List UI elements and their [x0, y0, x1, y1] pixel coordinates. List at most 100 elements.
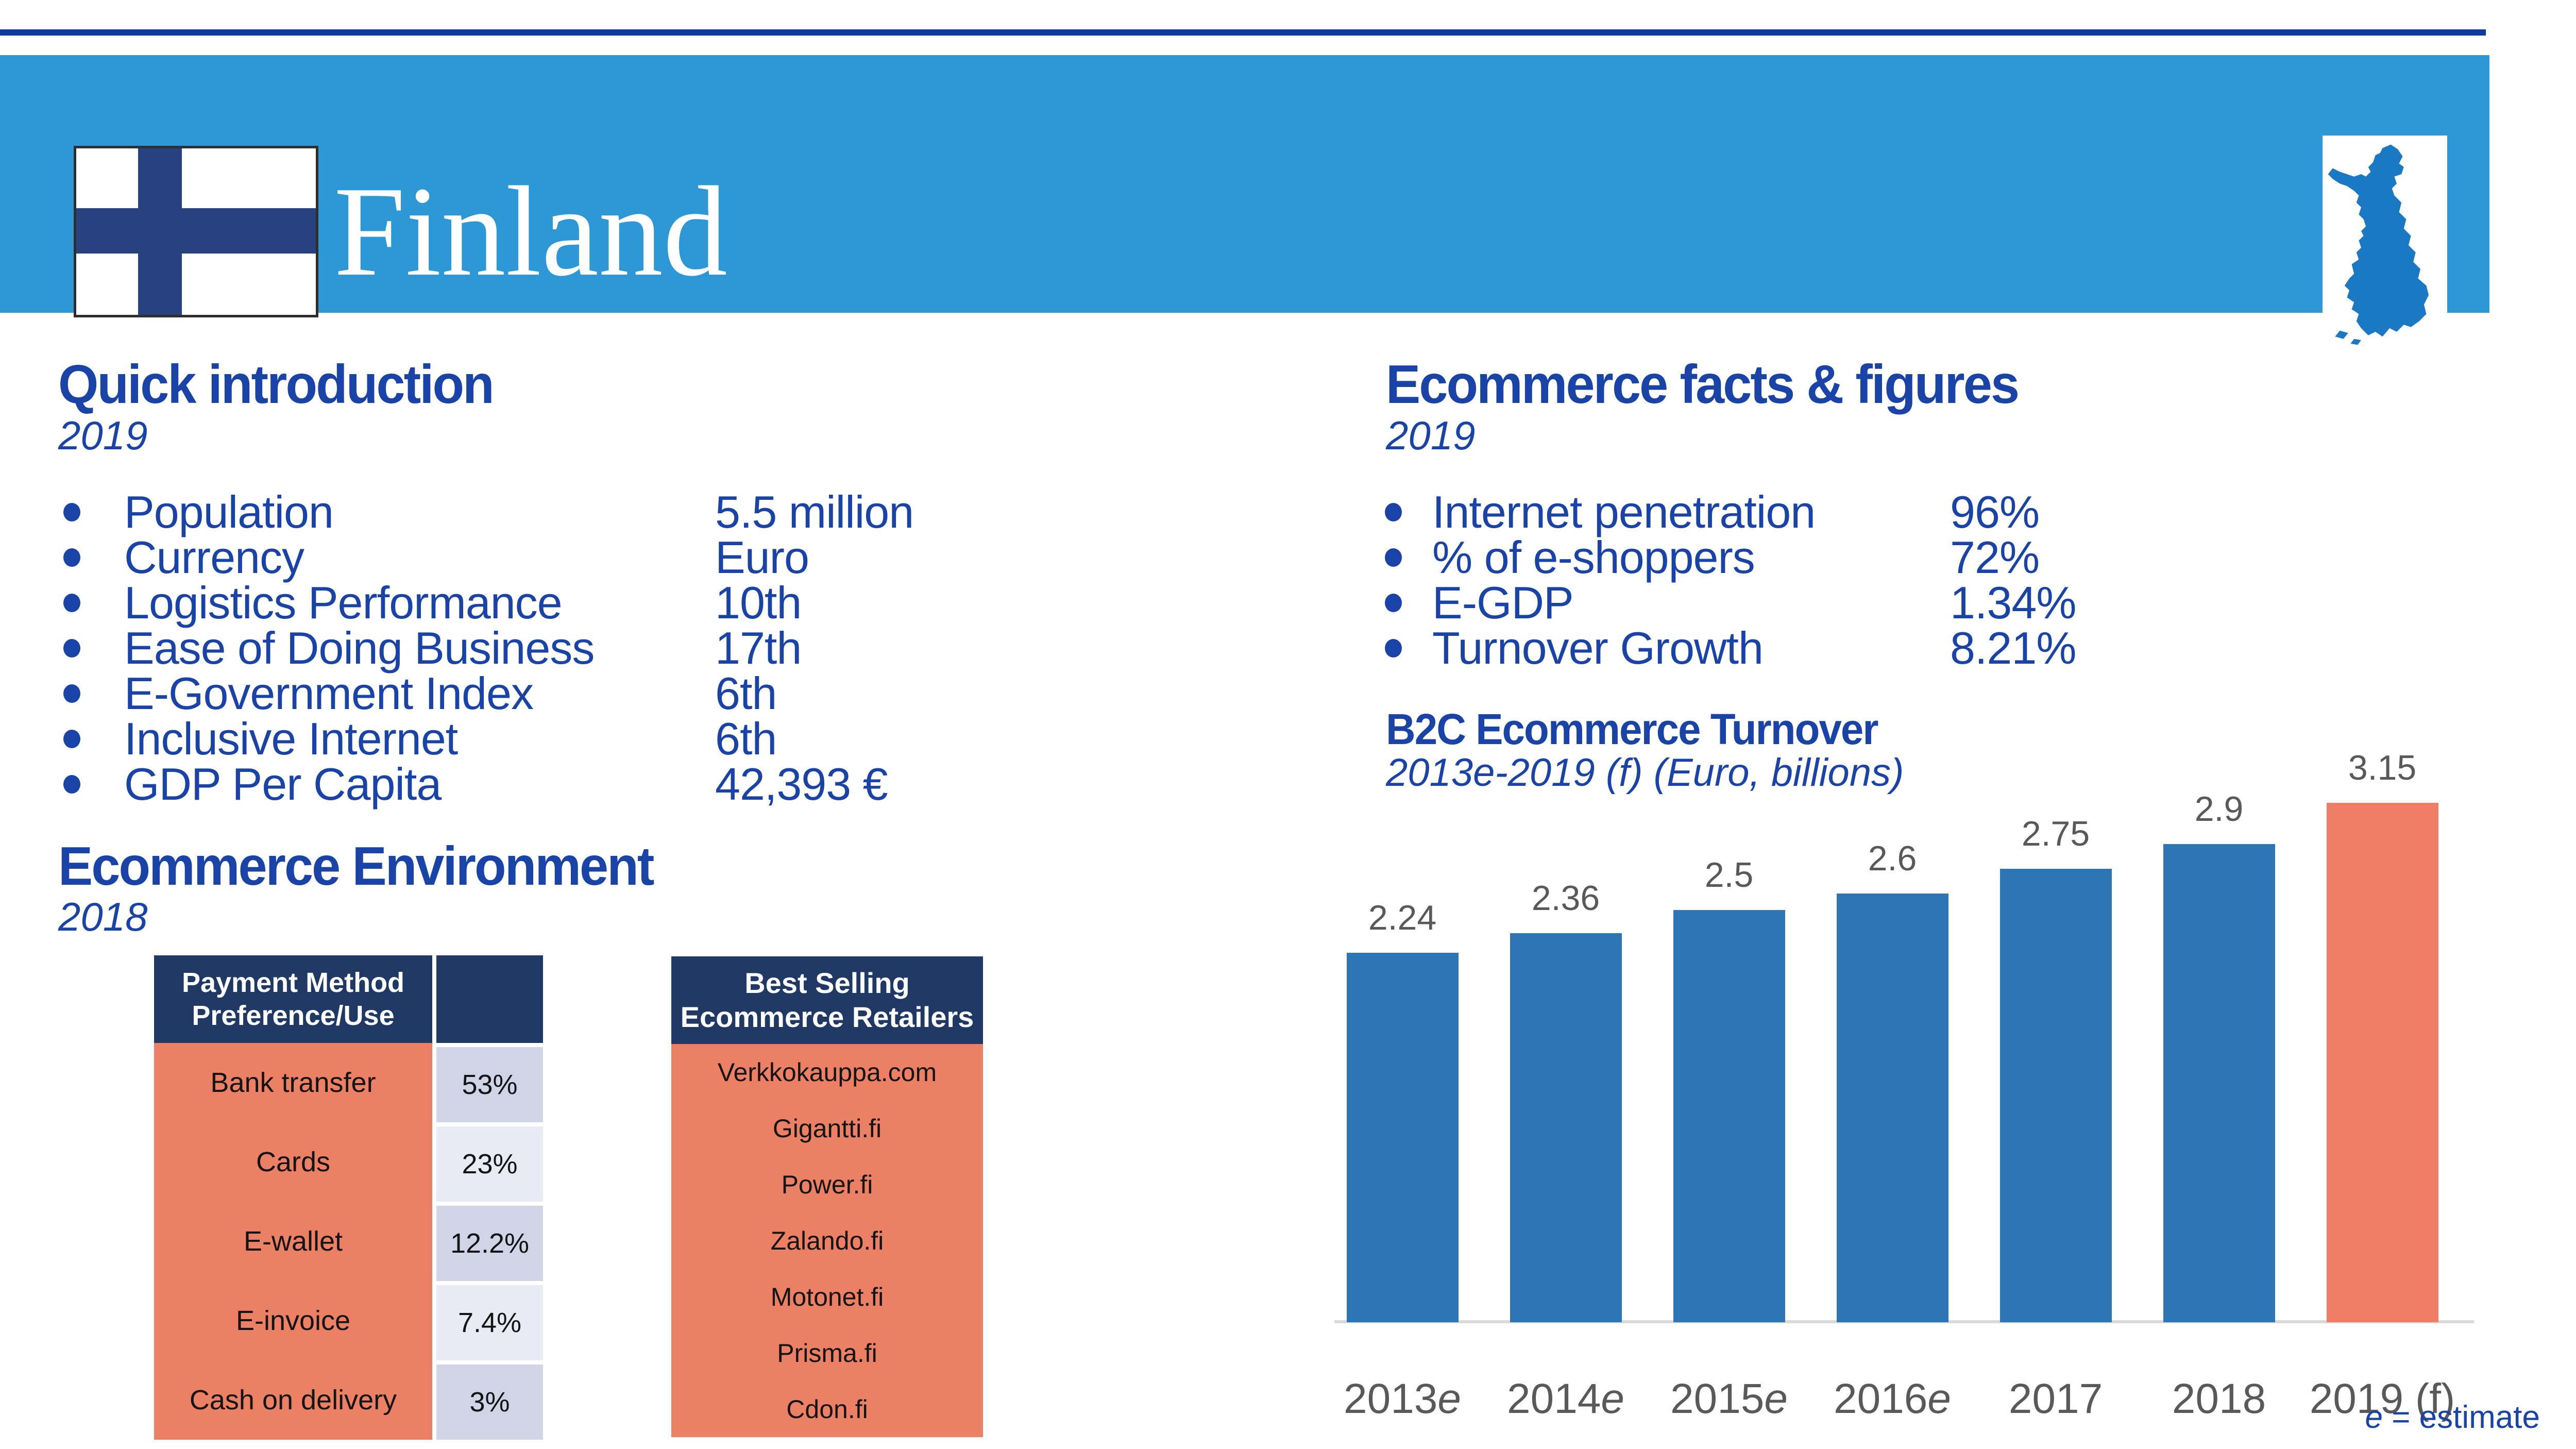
estimate-text: = estimate — [2383, 1400, 2540, 1435]
bullet-icon — [1385, 594, 1402, 612]
bar-value-label: 2.9 — [2194, 789, 2244, 829]
list-item-label: Internet penetration — [1432, 486, 1816, 537]
payment-method-label: Bank transfer — [210, 1067, 376, 1098]
bar-value-label: 2.75 — [2021, 814, 2090, 853]
cell-divider — [436, 1043, 543, 1047]
bullet-icon — [1385, 503, 1402, 521]
payment-method-label: E-wallet — [243, 1226, 343, 1257]
list-item-value: 6th — [715, 668, 777, 719]
bar-value-label: 2.6 — [1868, 839, 1917, 878]
chart-bar — [1346, 953, 1459, 1322]
list-item: Population 5.5 million — [58, 490, 986, 535]
facts-year: 2019 — [1386, 413, 1476, 458]
retailer-item: Motonet.fi — [770, 1282, 884, 1311]
list-item: % of e-shoppers 72% — [1380, 535, 2513, 580]
list-item-label: GDP Per Capita — [124, 759, 442, 810]
list-item: Internet penetration 96% — [1380, 490, 2513, 535]
list-item: GDP Per Capita 42,393 € — [58, 762, 986, 807]
x-axis-label: 2019 (f) — [2309, 1375, 2455, 1422]
list-item-value: 96% — [1950, 486, 2040, 537]
page-title: Finland — [334, 160, 727, 303]
retailer-item: Prisma.fi — [777, 1338, 877, 1368]
list-item-value: 72% — [1950, 532, 2040, 583]
table-column-divider — [432, 955, 436, 1440]
bullet-icon — [63, 775, 80, 794]
bullet-icon — [1385, 639, 1402, 658]
list-item-label: Currency — [124, 532, 304, 583]
retailers-table: Best Selling Ecommerce Retailers Verkkok… — [671, 956, 983, 1437]
retailer-item: Power.fi — [781, 1170, 873, 1199]
facts-list: Internet penetration 96%% of e-shoppers 72… — [1380, 490, 2513, 671]
chart-bar — [1999, 869, 2112, 1322]
retailer-item: Cdon.fi — [786, 1394, 868, 1424]
payment-method-value: 23% — [436, 1126, 543, 1202]
x-axis-label: 2016e — [1833, 1375, 1952, 1422]
flag-cross-horizontal — [76, 208, 316, 254]
bullet-icon — [1385, 548, 1402, 567]
chart-bar — [1836, 894, 1948, 1322]
retailer-item: Gigantti.fi — [772, 1114, 882, 1143]
payment-table-header: Payment Method Preference/Use — [154, 955, 432, 1043]
chart-bar — [1673, 910, 1785, 1322]
payment-method-value: 7.4% — [436, 1285, 543, 1360]
list-item: E-Government Index 6th — [58, 671, 986, 716]
bar-value-label: 2.5 — [1704, 855, 1754, 895]
retailer-item: Zalando.fi — [770, 1226, 884, 1255]
payment-label-column: Bank transfer Cards E-wallet E-invoice Cash … — [154, 1043, 432, 1440]
list-item-value: 6th — [715, 713, 777, 764]
list-item-label: Logistics Performance — [124, 577, 563, 628]
list-item-label: Inclusive Internet — [124, 713, 458, 764]
list-item-value: 5.5 million — [715, 486, 914, 537]
top-accent-line — [0, 29, 2486, 36]
list-item-value: Euro — [715, 532, 809, 583]
list-item-label: % of e-shoppers — [1432, 532, 1755, 583]
list-item: E-GDP 1.34% — [1380, 580, 2513, 626]
payment-value-column: 53% 23% 12.2% 7.4% 3% — [436, 1043, 543, 1440]
payment-value-header — [436, 955, 543, 1043]
payment-method-value: 53% — [436, 1047, 543, 1122]
x-axis-label: 2015e — [1670, 1375, 1788, 1422]
payment-method-label: Cards — [256, 1147, 331, 1177]
list-item: Ease of Doing Business 17th — [58, 626, 986, 671]
retailers-list: Verkkokauppa.com Gigantti.fi Power.fi Zalan… — [671, 1044, 983, 1437]
list-item: Turnover Growth 8.21% — [1380, 626, 2513, 671]
chart-bar — [2163, 844, 2275, 1322]
environment-title: Ecommerce Environment — [58, 836, 654, 897]
list-item-value: 8.21% — [1950, 622, 2077, 673]
retailer-item: Verkkokauppa.com — [717, 1057, 937, 1087]
bullet-icon — [63, 684, 80, 703]
chart-title: B2C Ecommerce Turnover — [1386, 705, 1878, 753]
cell-divider — [436, 1281, 543, 1285]
list-item-value: 10th — [715, 577, 802, 628]
chart-bar — [1510, 933, 1622, 1322]
quick-intro-list: Population 5.5 million Currency Euro Logisti… — [58, 490, 986, 807]
list-item-label: Population — [124, 486, 334, 537]
x-axis-label: 2013e — [1343, 1375, 1462, 1422]
bullet-icon — [63, 639, 80, 658]
bullet-icon — [63, 548, 80, 567]
chart-bar — [2326, 803, 2438, 1322]
payment-method-value: 12.2% — [436, 1206, 543, 1281]
chart-subtitle: 2013e-2019 (f) (Euro, billions) — [1386, 751, 1904, 795]
list-item: Logistics Performance 10th — [58, 580, 986, 626]
quick-intro-year: 2019 — [58, 413, 148, 458]
list-item-value: 42,393 € — [715, 759, 888, 810]
x-axis-label: 2018 — [2172, 1375, 2266, 1422]
quick-intro-title: Quick introduction — [58, 354, 495, 415]
list-item-value: 1.34% — [1950, 577, 2077, 628]
list-item: Inclusive Internet 6th — [58, 716, 986, 762]
list-item-label: Ease of Doing Business — [124, 622, 595, 673]
facts-title: Ecommerce facts & figures — [1386, 354, 2020, 415]
list-item-label: E-Government Index — [124, 668, 534, 719]
payment-method-table: Payment Method Preference/Use Bank trans… — [154, 955, 543, 1440]
x-axis-label: 2017 — [2008, 1375, 2103, 1422]
bullet-icon — [63, 594, 80, 612]
bar-value-label: 2.36 — [1531, 879, 1600, 918]
bullet-icon — [63, 503, 80, 521]
finland-map-icon — [2323, 136, 2447, 355]
finland-flag-icon — [74, 146, 318, 317]
list-item-label: E-GDP — [1432, 577, 1574, 628]
payment-method-label: Cash on delivery — [189, 1385, 397, 1416]
environment-year: 2018 — [58, 894, 148, 939]
